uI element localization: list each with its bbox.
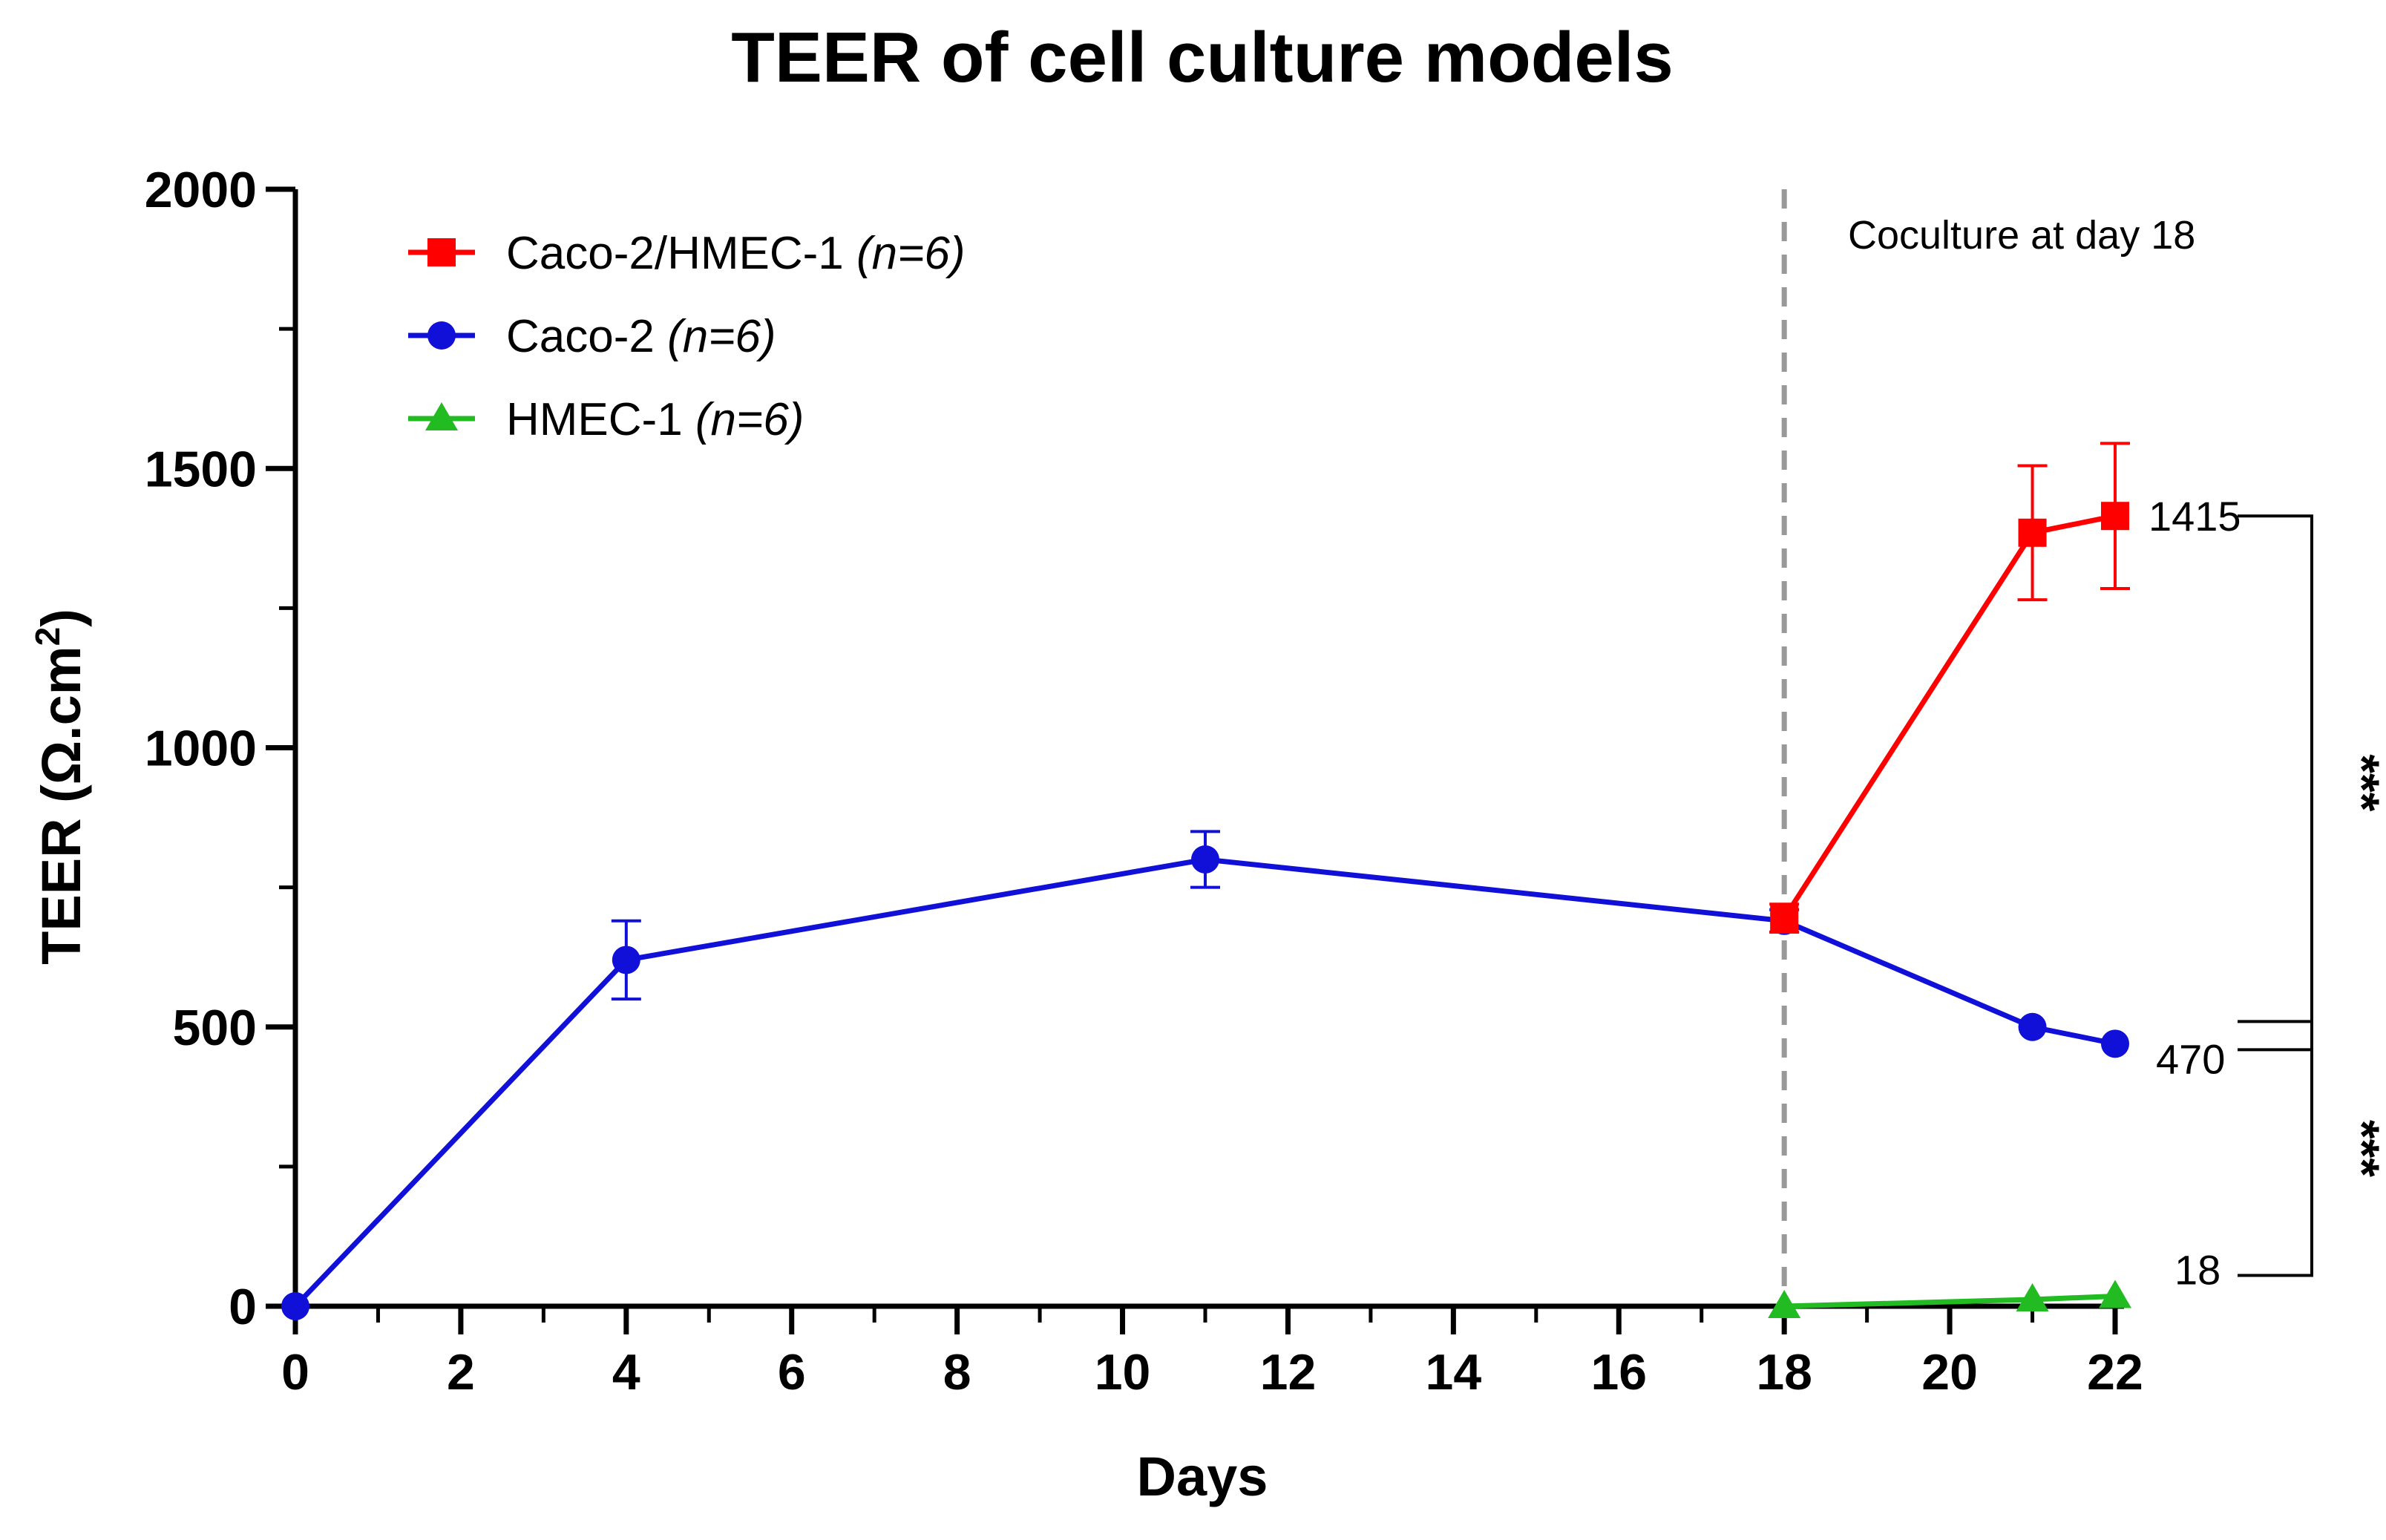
data-point-circle: [281, 1292, 309, 1320]
data-point-triangle: [1768, 1290, 1801, 1318]
y-tick-label: 500: [173, 1000, 257, 1056]
chart-title: TEER of cell culture models: [731, 18, 1674, 97]
x-axis-title: Days: [1137, 1446, 1268, 1507]
legend-label: HMEC-1 (n=6): [506, 394, 804, 445]
x-tick-label: 8: [943, 1344, 971, 1400]
legend-n-label: (n=6): [667, 311, 776, 362]
series-hmec-1: [1768, 1279, 2131, 1318]
data-point-square: [2018, 518, 2047, 547]
significance-label: ***: [2335, 1120, 2386, 1177]
y-tick-label: 0: [229, 1279, 257, 1335]
y-axis-title-main: TEER (Ω.cm: [30, 646, 92, 964]
x-tick-label: 16: [1590, 1344, 1647, 1400]
data-point-triangle: [2016, 1282, 2049, 1311]
legend-series-name: Caco-2/HMEC-1: [506, 228, 856, 279]
x-tick-label: 20: [1921, 1344, 1978, 1400]
series-caco-2-hmec-1: [1769, 442, 2130, 934]
end-value-label: 470: [2156, 1035, 2225, 1082]
data-point-circle: [427, 321, 456, 350]
data-point-circle: [2101, 1029, 2129, 1058]
series-line: [1782, 513, 2116, 920]
y-axis-title-close: ): [30, 609, 92, 627]
y-tick-label: 1000: [145, 721, 257, 777]
significance-label: ***: [2335, 754, 2386, 811]
end-value-label: 1415: [2149, 493, 2241, 540]
data-point-circle: [1191, 845, 1219, 874]
y-axis-title: TEER (Ω.cm2): [28, 609, 92, 965]
data-point-square: [2101, 502, 2129, 531]
series-caco-2: [281, 830, 2129, 1320]
x-tick-label: 22: [2087, 1344, 2143, 1400]
x-tick-label: 4: [612, 1344, 640, 1400]
coculture-annotation: Coculture at day 18: [1848, 213, 2195, 258]
data-point-triangle: [425, 402, 458, 430]
legend-n-label: (n=6): [856, 228, 965, 279]
data-point-circle: [612, 946, 640, 974]
legend-series-name: Caco-2: [506, 311, 667, 362]
x-tick-label: 2: [447, 1344, 475, 1400]
x-tick-label: 10: [1095, 1344, 1151, 1400]
legend-label: Caco-2 (n=6): [506, 311, 776, 362]
x-tick-label: 14: [1426, 1344, 1482, 1400]
x-tick-label: 12: [1260, 1344, 1317, 1400]
x-tick-label: 18: [1756, 1344, 1812, 1400]
y-tick-label: 2000: [145, 162, 257, 218]
end-value-label: 18: [2174, 1246, 2221, 1293]
legend-label: Caco-2/HMEC-1 (n=6): [506, 228, 965, 279]
significance-bracket: [2238, 514, 2313, 1052]
legend-series-name: HMEC-1: [506, 394, 695, 445]
series-line: [293, 856, 2116, 1308]
legend-n-label: (n=6): [695, 394, 804, 445]
data-point-square: [427, 238, 456, 266]
data-point-triangle: [2099, 1279, 2131, 1308]
y-axis-title-superscript: 2: [28, 627, 67, 646]
x-tick-label: 0: [281, 1344, 309, 1400]
x-tick-label: 6: [778, 1344, 806, 1400]
significance-bracket: [2238, 1020, 2313, 1277]
data-point-square: [1770, 904, 1799, 933]
data-point-circle: [2018, 1012, 2047, 1041]
y-tick-label: 1500: [145, 441, 257, 497]
